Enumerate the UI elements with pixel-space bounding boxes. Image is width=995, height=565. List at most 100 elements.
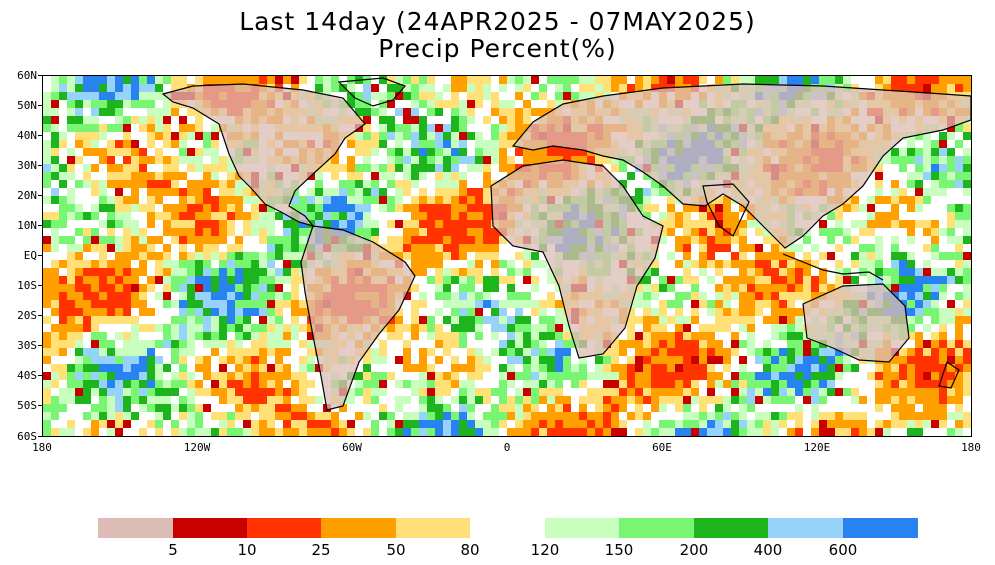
precip-cell xyxy=(747,260,755,268)
precip-cell xyxy=(555,300,563,308)
precip-cell xyxy=(227,204,235,212)
precip-cell xyxy=(299,340,307,348)
precip-cell xyxy=(155,380,163,388)
precip-cell xyxy=(875,180,883,188)
precip-cell xyxy=(443,132,451,140)
precip-cell xyxy=(475,260,483,268)
precip-cell xyxy=(483,84,491,92)
precip-cell xyxy=(283,396,291,404)
precip-cell xyxy=(83,76,91,84)
precip-cell xyxy=(51,276,59,284)
precip-cell xyxy=(643,212,651,220)
precip-cell xyxy=(459,204,467,212)
precip-cell xyxy=(107,404,115,412)
precip-cell xyxy=(515,308,523,316)
precip-cell xyxy=(803,356,811,364)
precip-cell xyxy=(691,236,699,244)
precip-cell xyxy=(395,316,403,324)
precip-cell xyxy=(379,172,387,180)
precip-cell xyxy=(411,212,419,220)
precip-cell xyxy=(555,412,563,420)
precip-cell xyxy=(899,156,907,164)
precip-cell xyxy=(707,412,715,420)
precip-cell xyxy=(787,244,795,252)
precip-cell xyxy=(67,108,75,116)
precip-cell xyxy=(499,316,507,324)
precip-cell xyxy=(275,308,283,316)
precip-cell xyxy=(675,308,683,316)
lat-label: EQ xyxy=(23,249,37,262)
precip-cell xyxy=(627,364,635,372)
precip-cell xyxy=(275,364,283,372)
precip-cell xyxy=(203,172,211,180)
precip-cell xyxy=(187,412,195,420)
precip-cell xyxy=(51,348,59,356)
lat-label: 10N xyxy=(17,219,37,232)
precip-cell xyxy=(235,356,243,364)
precip-cell xyxy=(883,268,891,276)
precip-cell xyxy=(115,204,123,212)
precip-cell xyxy=(659,228,667,236)
precip-cell xyxy=(451,380,459,388)
precip-cell xyxy=(699,268,707,276)
precip-cell xyxy=(715,236,723,244)
precip-cell xyxy=(891,284,899,292)
precip-cell xyxy=(715,412,723,420)
precip-cell xyxy=(163,276,171,284)
precip-cell xyxy=(187,148,195,156)
precip-cell xyxy=(451,420,459,428)
precip-cell xyxy=(475,372,483,380)
precip-cell xyxy=(763,396,771,404)
precip-cell xyxy=(939,180,947,188)
precip-cell xyxy=(779,292,787,300)
precip-cell xyxy=(131,172,139,180)
precip-cell xyxy=(547,148,555,156)
precip-cell xyxy=(115,124,123,132)
precip-cell xyxy=(179,220,187,228)
precip-cell xyxy=(459,340,467,348)
precip-cell xyxy=(499,116,507,124)
precip-cell xyxy=(147,380,155,388)
australia-outline xyxy=(802,283,910,363)
precip-cell xyxy=(235,292,243,300)
precip-cell xyxy=(99,204,107,212)
precip-cell xyxy=(323,76,331,84)
precip-cell xyxy=(51,228,59,236)
precip-cell xyxy=(547,300,555,308)
precip-cell xyxy=(699,364,707,372)
precip-cell xyxy=(939,140,947,148)
precip-cell xyxy=(99,180,107,188)
precip-cell xyxy=(923,140,931,148)
precip-cell xyxy=(587,76,595,84)
precip-cell xyxy=(883,372,891,380)
legend-label: 5 xyxy=(168,541,178,559)
precip-cell xyxy=(395,132,403,140)
precip-cell xyxy=(107,172,115,180)
precip-cell xyxy=(331,188,339,196)
precip-cell xyxy=(139,340,147,348)
precip-cell xyxy=(107,356,115,364)
precip-cell xyxy=(819,396,827,404)
precip-cell xyxy=(875,244,883,252)
precip-cell xyxy=(723,428,731,436)
precip-cell xyxy=(59,236,67,244)
precip-cell xyxy=(523,268,531,276)
precip-cell xyxy=(315,428,323,436)
precip-cell xyxy=(475,324,483,332)
precip-cell xyxy=(755,300,763,308)
precip-cell xyxy=(243,292,251,300)
precip-cell xyxy=(811,404,819,412)
north-america-land-fill xyxy=(163,84,365,226)
precip-cell xyxy=(91,380,99,388)
precip-cell xyxy=(507,132,515,140)
precip-cell xyxy=(787,364,795,372)
precip-cell xyxy=(99,348,107,356)
precip-cell xyxy=(795,284,803,292)
precip-cell xyxy=(547,372,555,380)
precip-cell xyxy=(515,116,523,124)
precip-cell xyxy=(507,332,515,340)
precip-cell xyxy=(643,388,651,396)
precip-cell xyxy=(771,348,779,356)
precip-cell xyxy=(467,196,475,204)
precip-cell xyxy=(443,124,451,132)
